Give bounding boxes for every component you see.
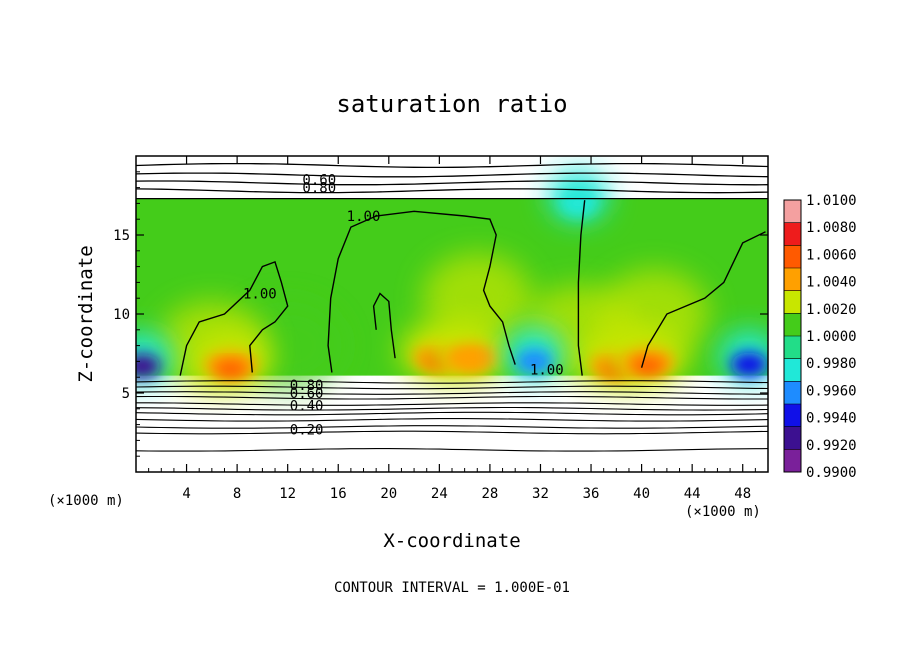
colorbar-label: 1.0100 — [806, 193, 857, 209]
colorbar-swatch — [784, 404, 801, 427]
coldspot — [504, 327, 565, 380]
contour-upper — [136, 172, 768, 178]
colorbar-swatch — [784, 426, 801, 450]
x-unit-right: (×1000 m) — [685, 504, 761, 520]
colorbar-swatch — [784, 336, 801, 359]
x-tick-label: 4 — [182, 486, 190, 502]
x-tick-label: 24 — [431, 486, 448, 502]
contour-lower — [136, 425, 768, 429]
x-tick-label: 8 — [233, 486, 241, 502]
hotspot — [607, 328, 688, 385]
contour-label: 0.60 — [290, 386, 324, 402]
contour-label: 0.80 — [290, 378, 324, 394]
coldspot — [548, 169, 609, 222]
x-tick-label: 12 — [279, 486, 296, 502]
chart-title: saturation ratio — [336, 90, 567, 118]
x-tick-label: 28 — [481, 486, 498, 502]
contour-label: 0.80 — [302, 181, 336, 197]
contour-one — [327, 210, 516, 373]
contour-lower — [136, 448, 768, 452]
colorbar-swatch — [784, 268, 801, 291]
x-tick-label: 16 — [330, 486, 347, 502]
y-axis-label: Z-coordinate — [75, 245, 97, 382]
contour-lower — [136, 411, 768, 416]
colorbar-swatch — [784, 358, 801, 382]
contour-lower — [136, 385, 768, 390]
colorbar-swatch — [784, 222, 801, 246]
x-tick-label: 40 — [633, 486, 650, 502]
hotspot — [190, 331, 271, 388]
colorbar-swatch — [784, 313, 801, 336]
x-tick-label: 32 — [532, 486, 549, 502]
colorbar-label: 1.0040 — [806, 275, 857, 291]
contour-one — [179, 260, 289, 376]
contour-upper — [136, 180, 768, 186]
coldspot — [136, 332, 173, 385]
x-tick-label: 20 — [380, 486, 397, 502]
contour-lower — [136, 402, 768, 406]
saturation-field — [136, 169, 768, 391]
colorbar-label: 0.9900 — [806, 465, 857, 481]
colorbar-swatch — [784, 290, 801, 314]
hotspot — [430, 323, 511, 380]
contour-labels: 0.600.801.001.001.000.800.600.400.20 — [243, 173, 564, 439]
colorbar-label: 1.0080 — [806, 220, 857, 236]
colorbar-label: 1.0020 — [806, 302, 857, 318]
contour-lower — [136, 380, 768, 384]
colorbar-label: 0.9960 — [806, 383, 857, 399]
colorbar-swatch — [784, 381, 801, 404]
colorbar-swatch — [784, 245, 801, 268]
x-tick-label: 44 — [684, 486, 701, 502]
contour-one — [640, 231, 766, 368]
contour-label: 1.00 — [530, 362, 564, 378]
contour-label: 1.00 — [347, 209, 381, 225]
colorbar-label: 1.0000 — [806, 329, 857, 345]
contour-one — [577, 200, 586, 376]
contour-upper — [136, 162, 768, 169]
contour-lower — [136, 406, 768, 411]
colorbar-label: 0.9980 — [806, 356, 857, 372]
contour-label: 0.60 — [302, 173, 336, 189]
contour-interval-note: CONTOUR INTERVAL = 1.000E-01 — [334, 580, 570, 596]
x-tick-label: 48 — [734, 486, 751, 502]
field-patch — [422, 253, 533, 344]
y-tick-label: 5 — [122, 386, 130, 402]
contour-label: 0.20 — [290, 422, 324, 438]
y-tick-label: 10 — [113, 307, 130, 323]
contour-one — [372, 292, 396, 359]
plot-area — [136, 156, 768, 472]
colorbar-label: 0.9920 — [806, 438, 857, 454]
contour-lower — [136, 430, 768, 435]
x-tick-label: 36 — [583, 486, 600, 502]
contour-label: 1.00 — [243, 286, 277, 302]
colorbar: 1.0100 1.0080 1.0060 1.0040 1.0020 1.0000 0.99… — [783, 193, 857, 481]
colorbar-swatch — [784, 200, 801, 223]
colorbar-swatch — [784, 449, 801, 472]
y-axis: 5 10 15 — [113, 171, 768, 457]
colorbar-label: 1.0060 — [806, 247, 857, 263]
contour-lower — [136, 391, 768, 395]
contour-lower — [136, 418, 768, 422]
y-tick-label: 15 — [113, 228, 130, 244]
coldspot — [719, 330, 768, 383]
x-axis: 4 8 12 16 20 24 28 32 36 40 44 48 — [148, 156, 756, 502]
x-axis-label: X-coordinate — [383, 530, 520, 552]
contour-lines — [136, 162, 768, 452]
x-unit-left: (×1000 m) — [48, 493, 124, 509]
contour-lower — [136, 395, 768, 400]
contour-label: 0.40 — [290, 399, 324, 415]
contour-upper — [136, 188, 768, 194]
colorbar-label: 0.9940 — [806, 411, 857, 427]
